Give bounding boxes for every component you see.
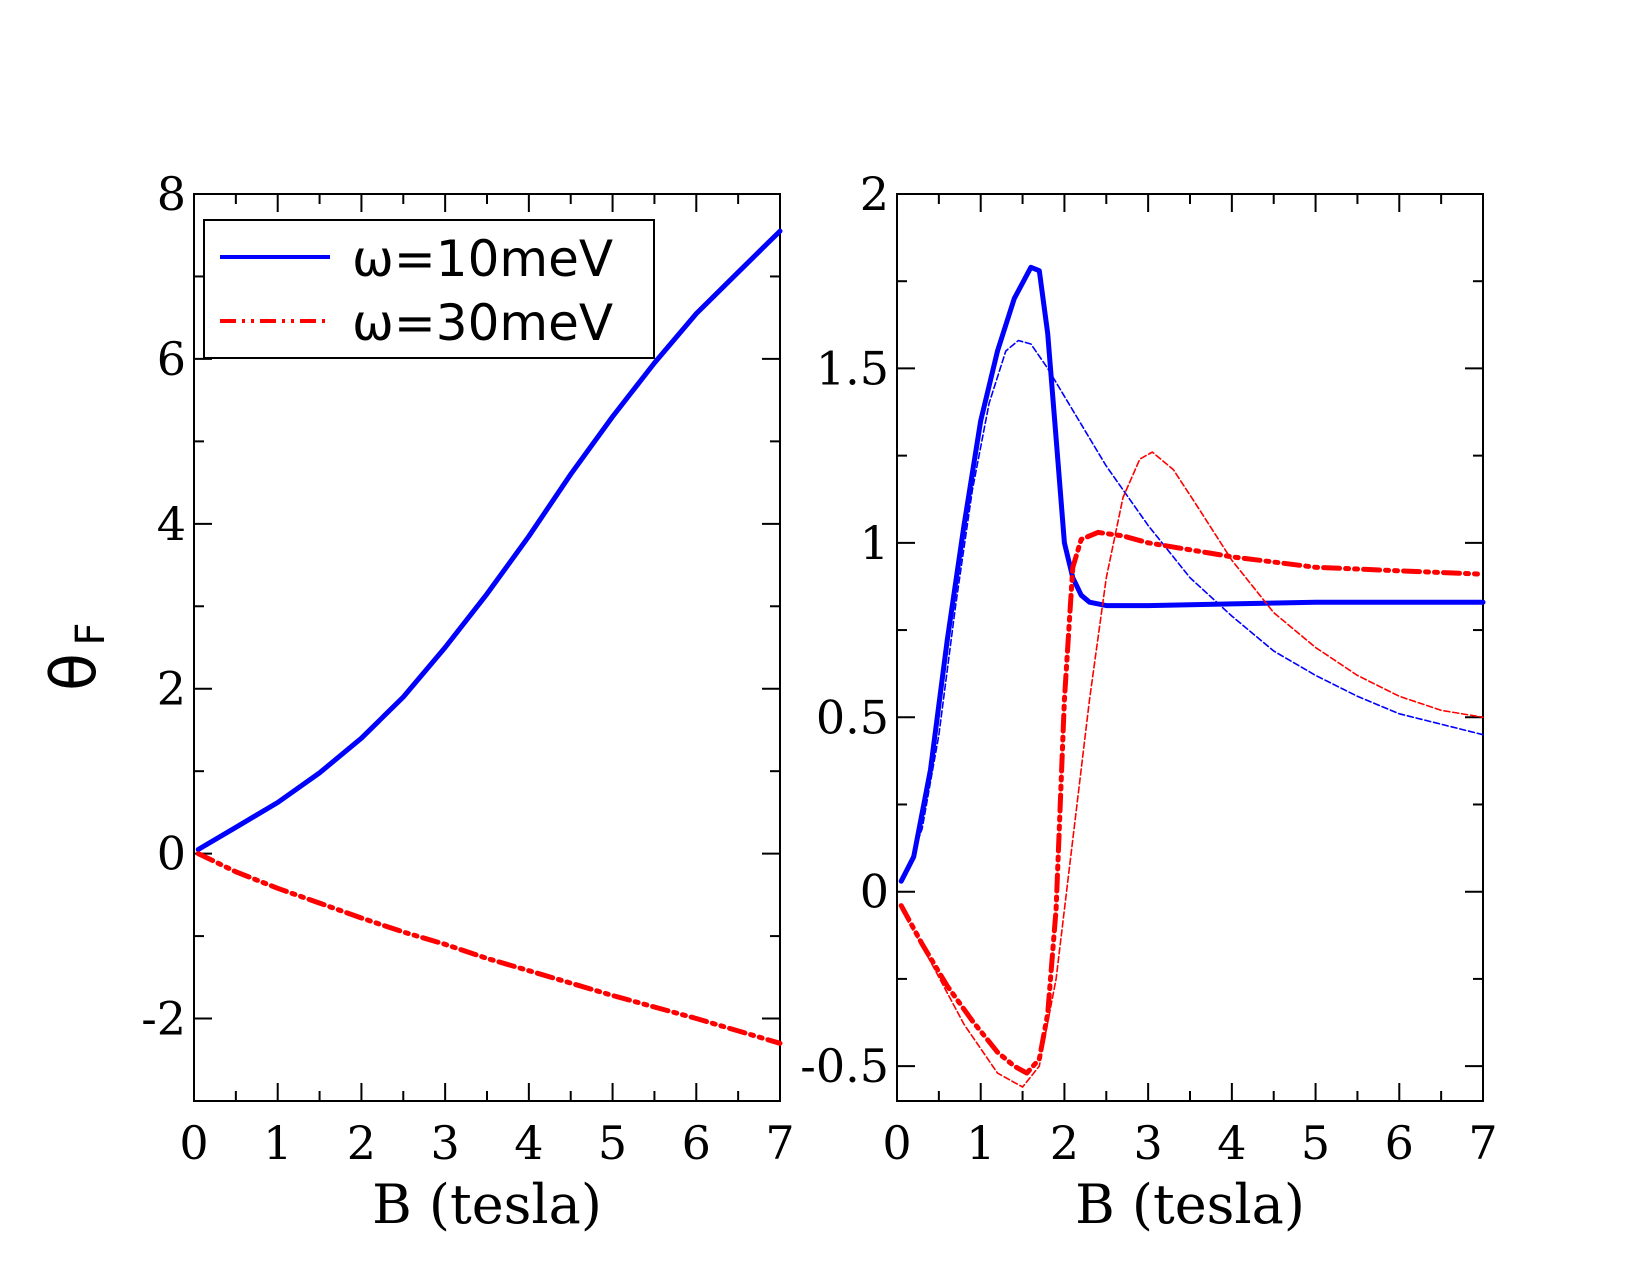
- x-tick-label: 4: [514, 1116, 543, 1170]
- x-tick-label: 3: [1134, 1116, 1163, 1170]
- y-axis-label-main: θ: [37, 653, 110, 691]
- y-axis: -2 0 2 4 6 8: [141, 167, 780, 1102]
- y-tick-label: 0: [860, 865, 889, 919]
- x-tick-label: 3: [431, 1116, 460, 1170]
- y-tick-label: 1: [860, 516, 889, 570]
- series-group: [195, 228, 783, 1046]
- x-axis-label: B (tesla): [1075, 1173, 1305, 1236]
- x-tick-label: 4: [1217, 1116, 1246, 1170]
- series-line-1: [898, 264, 1486, 884]
- x-tick-label: 6: [682, 1116, 711, 1170]
- series-line-3: [898, 529, 1486, 1076]
- x-tick-label: 7: [765, 1116, 794, 1170]
- legend-label-series-1: ω=10meV: [352, 230, 613, 288]
- x-axis-label: B (tesla): [372, 1173, 602, 1236]
- x-tick-label: 0: [179, 1116, 208, 1170]
- series-line-2: [195, 851, 783, 1046]
- y-tick-label: 0: [157, 827, 186, 881]
- y-tick-label: 2: [157, 662, 186, 716]
- y-axis: -0.5 0 0.5 1 1.5 2: [800, 167, 1483, 1093]
- x-tick-label: 0: [882, 1116, 911, 1170]
- y-tick-label: 8: [157, 167, 186, 221]
- x-tick-label: 2: [347, 1116, 376, 1170]
- y-axis-label-subscript: F: [68, 622, 114, 645]
- x-tick-label: 6: [1385, 1116, 1414, 1170]
- y-tick-label: 6: [157, 332, 186, 386]
- x-tick-label: 1: [263, 1116, 292, 1170]
- y-tick-label: 1.5: [816, 341, 889, 395]
- x-axis: 0 1 2 3 4 5 6 7 B (tesla): [179, 194, 795, 1236]
- legend-box: [203, 219, 655, 359]
- y-tick-label: 2: [860, 167, 889, 221]
- x-tick-label: 2: [1050, 1116, 1079, 1170]
- legend: ω=10meV ω=30meV: [203, 219, 655, 359]
- series-line-1: [195, 228, 783, 852]
- y-axis-label: θ F: [37, 622, 114, 690]
- x-tick-label: 7: [1468, 1116, 1497, 1170]
- plot-frame: [896, 193, 1484, 1102]
- y-tick-label: 4: [157, 497, 186, 551]
- series-group: [898, 264, 1486, 1088]
- y-tick-label: 0.5: [816, 690, 889, 744]
- y-tick-label: -2: [141, 992, 186, 1046]
- x-tick-label: 1: [966, 1116, 995, 1170]
- x-tick-label: 5: [598, 1116, 627, 1170]
- y-tick-label: -0.5: [800, 1039, 889, 1093]
- series-line-4: [900, 451, 1484, 1088]
- legend-label-series-2: ω=30meV: [352, 294, 613, 352]
- x-tick-label: 5: [1301, 1116, 1330, 1170]
- x-axis: 0 1 2 3 4 5 6 7 B (tesla): [882, 194, 1498, 1236]
- right-panel: 0 1 2 3 4 5 6 7 B (tesla) -0.5 0 0.5 1 1.5 2: [800, 167, 1497, 1236]
- series-line-2: [904, 339, 1484, 876]
